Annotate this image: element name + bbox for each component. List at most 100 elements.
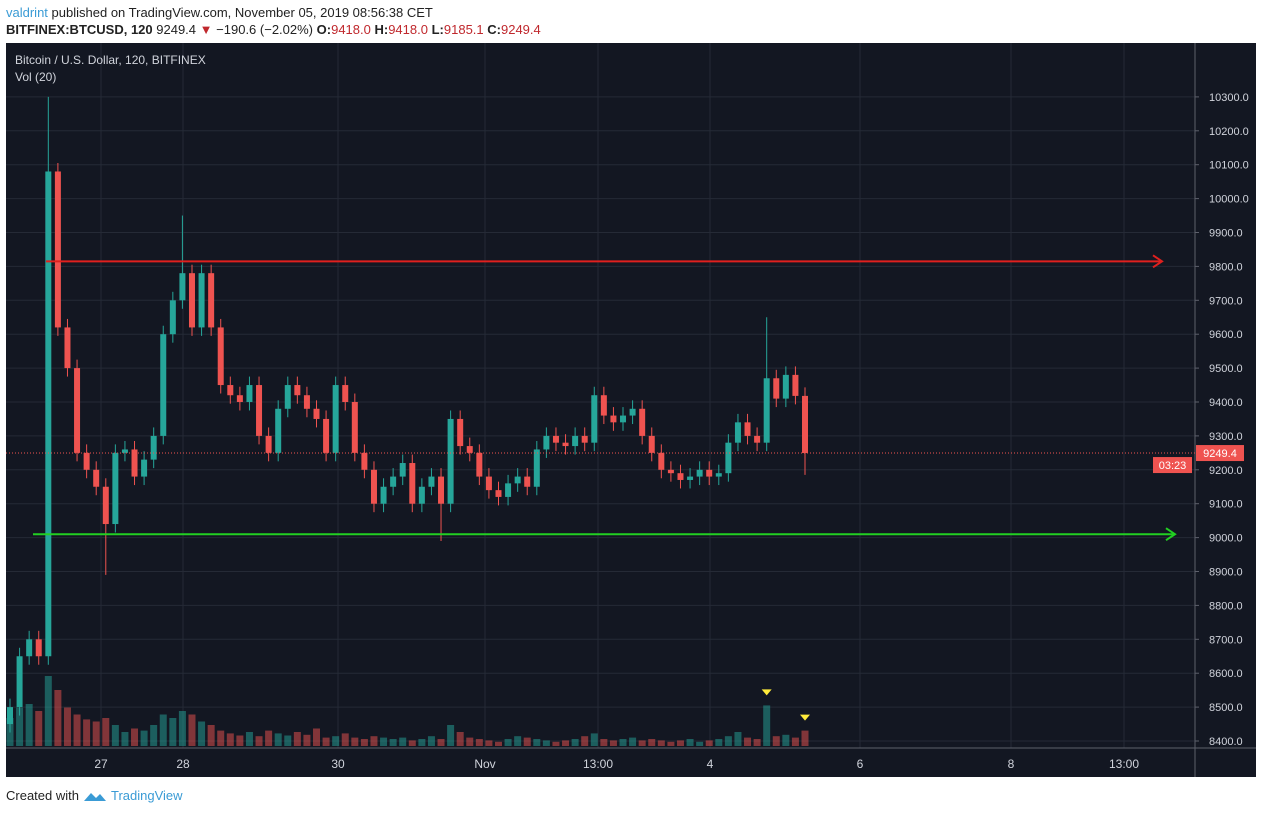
- candle-body: [93, 469, 100, 487]
- price-tick-label: 10100.0: [1209, 160, 1249, 172]
- volume-bar: [791, 737, 799, 746]
- chart-svg[interactable]: 10300.0 10200.0 10100.0 10000.0 9900.0 9800.0…: [6, 43, 1256, 777]
- candle-body: [313, 408, 320, 419]
- volume-bar: [418, 739, 426, 746]
- support-arrow-icon: [1165, 527, 1177, 542]
- volume-bar: [629, 737, 637, 746]
- volume-bar: [504, 739, 512, 746]
- volume-bar: [753, 739, 761, 746]
- candle-body: [26, 639, 33, 657]
- volume-bar: [542, 740, 550, 746]
- candle-body: [562, 442, 569, 447]
- volume-bar: [475, 739, 483, 746]
- candle-body: [418, 486, 425, 504]
- candle-body: [687, 476, 694, 480]
- o-label: O:: [316, 22, 332, 37]
- price-tick-label: 9400.0: [1209, 397, 1243, 409]
- last-price: 9249.4: [156, 22, 197, 37]
- candle-body: [524, 476, 531, 487]
- footer: Created with TradingView: [6, 788, 183, 803]
- publish-info: valdrint published on TradingView.com, N…: [6, 5, 433, 20]
- candle-body: [7, 707, 13, 725]
- candle-body: [169, 300, 176, 335]
- volume-bar: [293, 732, 301, 746]
- candle-body: [696, 469, 703, 477]
- volume-bar: [351, 737, 359, 746]
- volume-bar: [466, 737, 474, 746]
- open-value: 9418.0: [331, 22, 371, 37]
- volume-bar: [150, 725, 158, 746]
- candle-body: [217, 327, 224, 386]
- price-tick-label: 9000.0: [1209, 533, 1243, 545]
- chart-area[interactable]: 10300.0 10200.0 10100.0 10000.0 9900.0 9800.0…: [6, 43, 1256, 777]
- candle-body: [495, 490, 502, 497]
- candle-body: [141, 459, 148, 477]
- time-tick-label: 13:00: [583, 757, 613, 771]
- volume-bar: [801, 730, 809, 746]
- price-tick-label: 10300.0: [1209, 92, 1249, 104]
- volume-bar: [696, 741, 704, 746]
- candle-body: [390, 476, 397, 487]
- volume-bar: [54, 690, 62, 746]
- candle-body: [639, 408, 646, 436]
- volume-bar: [245, 732, 253, 746]
- price-tick-label: 8700.0: [1209, 634, 1243, 646]
- volume-bar: [705, 740, 713, 746]
- volume-bar: [676, 740, 684, 746]
- down-arrow-icon: ▼: [199, 22, 213, 37]
- volume-bar: [25, 704, 33, 746]
- volume-bar: [236, 735, 244, 746]
- candle-body: [744, 422, 751, 436]
- h-label: H:: [374, 22, 389, 37]
- candle-body: [629, 408, 636, 416]
- volume-bar: [447, 725, 455, 746]
- volume-bar: [35, 711, 43, 746]
- candle-body: [160, 334, 167, 436]
- volume-bar: [380, 737, 388, 746]
- volume-legend: Vol (20): [15, 70, 57, 84]
- candle-body: [600, 395, 607, 416]
- volume-bar: [648, 739, 656, 746]
- countdown-label: 03:23: [1159, 460, 1187, 472]
- candle-body: [342, 385, 349, 402]
- volume-bar: [188, 714, 196, 746]
- volume-bar: [217, 730, 225, 746]
- candle-body: [370, 469, 377, 504]
- candle-body: [591, 395, 598, 443]
- candle-body: [677, 473, 684, 480]
- volume-bar: [322, 737, 330, 746]
- tradingview-link[interactable]: TradingView: [110, 788, 183, 803]
- volume-bar: [207, 725, 215, 746]
- candle-body: [246, 385, 253, 402]
- volume-bar: [581, 736, 589, 746]
- volume-bar: [121, 732, 129, 746]
- volume-bar: [619, 739, 627, 746]
- candle-body: [763, 378, 770, 443]
- candle-body: [64, 327, 71, 369]
- volume-bar: [744, 737, 752, 746]
- close-value: 9249.4: [500, 22, 541, 37]
- price-tick-label: 9900.0: [1209, 228, 1243, 240]
- volume-bar: [408, 740, 416, 746]
- candle-body: [706, 469, 713, 477]
- candle-body: [361, 452, 368, 470]
- candle-body: [83, 452, 90, 470]
- volume-bar: [111, 725, 119, 746]
- candle-body: [179, 273, 186, 301]
- volume-bar: [16, 707, 24, 746]
- candle-body: [447, 418, 454, 504]
- volume-bar: [734, 732, 742, 746]
- time-tick-label: 27: [94, 757, 108, 771]
- tradingview-logo-icon: [83, 792, 106, 801]
- price-tick-label: 8500.0: [1209, 702, 1243, 714]
- price-tick-label: 10200.0: [1209, 126, 1249, 138]
- candle-body: [150, 435, 157, 460]
- symbol-info: BITFINEX:BTCUSD, 120 9249.4 ▼ −190.6 (−2…: [6, 22, 541, 37]
- volume-bar: [303, 734, 311, 746]
- price-tick-label: 9700.0: [1209, 295, 1243, 307]
- time-tick-label: 8: [1008, 757, 1015, 771]
- volume-bar: [523, 737, 531, 746]
- time-tick-label: 30: [331, 757, 345, 771]
- author-link[interactable]: valdrint: [6, 5, 48, 20]
- volume-bar: [360, 739, 368, 746]
